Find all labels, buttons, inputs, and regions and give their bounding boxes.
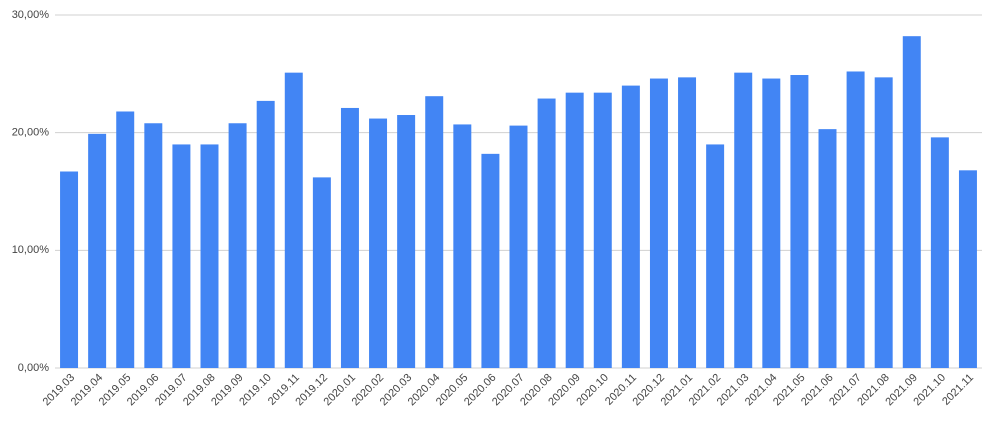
bar	[790, 75, 809, 368]
bar	[762, 78, 781, 368]
bar	[734, 72, 753, 368]
bar	[425, 96, 444, 368]
bar	[565, 92, 584, 368]
bar	[340, 107, 359, 368]
bar	[397, 115, 416, 369]
bar	[200, 144, 219, 368]
bar	[846, 71, 865, 368]
bar	[284, 72, 303, 368]
bar	[60, 171, 79, 368]
bar	[649, 78, 668, 368]
x-tick-label: 2021.11	[940, 372, 976, 408]
y-tick-label: 30,00%	[12, 9, 50, 21]
bar	[509, 125, 528, 369]
bar	[818, 129, 837, 368]
bar	[144, 123, 163, 369]
bar	[172, 144, 191, 368]
y-tick-label: 0,00%	[18, 362, 49, 374]
y-tick-label: 10,00%	[12, 244, 50, 256]
bar	[930, 137, 949, 368]
bar	[593, 92, 612, 368]
bar	[958, 170, 977, 368]
y-tick-label: 20,00%	[12, 127, 50, 139]
bar	[228, 123, 247, 369]
bar	[481, 153, 500, 368]
bar	[256, 100, 275, 368]
bar	[369, 118, 388, 369]
bar	[874, 77, 893, 368]
bar	[453, 124, 472, 369]
bar	[706, 144, 725, 368]
bar	[621, 85, 640, 368]
bar	[88, 133, 107, 368]
bar	[678, 77, 697, 368]
bar	[902, 36, 921, 369]
bar	[116, 111, 135, 368]
bar	[312, 177, 331, 368]
bar	[537, 98, 556, 368]
